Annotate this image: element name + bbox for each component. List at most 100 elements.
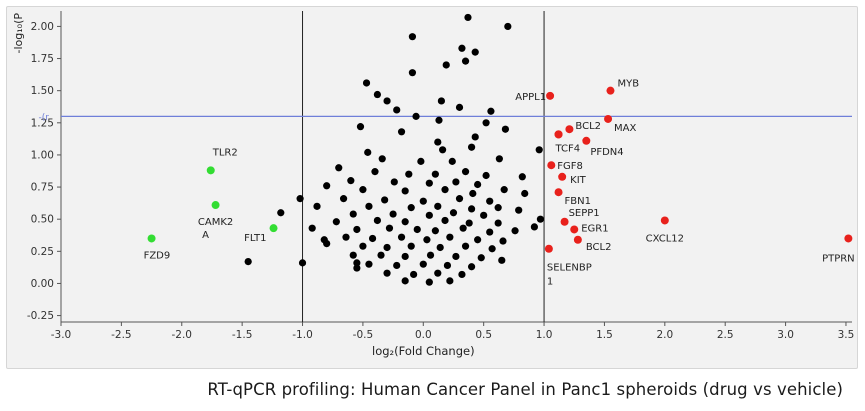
neutral-point bbox=[342, 233, 350, 241]
up-point bbox=[558, 172, 567, 181]
neutral-point bbox=[383, 243, 391, 252]
p-threshold-label: -(r bbox=[39, 113, 50, 123]
x-tick-label: 0.0 bbox=[415, 329, 432, 341]
neutral-point bbox=[536, 215, 545, 223]
neutral-point bbox=[499, 237, 507, 245]
y-tick-label: 1.75 bbox=[31, 53, 54, 65]
gene-label: EGR1 bbox=[581, 223, 608, 234]
gene-label: CXCL12 bbox=[646, 233, 684, 244]
gene-label-continuation: A bbox=[202, 230, 209, 241]
threshold-layer: -(r bbox=[39, 11, 852, 322]
gene-label: SELENBP bbox=[547, 263, 592, 274]
gene-label: FBN1 bbox=[565, 196, 591, 207]
neutral-point bbox=[405, 170, 413, 178]
gene-label: KIT bbox=[570, 175, 587, 186]
neutral-point bbox=[446, 277, 454, 285]
up-point bbox=[565, 125, 574, 134]
neutral-point bbox=[482, 119, 490, 127]
neutral-point bbox=[425, 278, 433, 286]
up-point bbox=[844, 234, 853, 243]
neutral-point bbox=[439, 146, 447, 154]
neutral-point bbox=[419, 197, 427, 205]
labels-layer: APPL1 MYB MAX BCL2 TCF4 PFDN4 FGF8 KIT FBN1SEPP1… bbox=[144, 79, 855, 288]
x-tick-label: 3.5 bbox=[838, 329, 855, 341]
up-point bbox=[547, 161, 556, 170]
neutral-point bbox=[458, 44, 466, 52]
neutral-point bbox=[436, 243, 444, 252]
neutral-point bbox=[401, 187, 409, 195]
up-point bbox=[554, 130, 563, 139]
neutral-point bbox=[434, 138, 442, 146]
x-tick-label: 0.5 bbox=[475, 329, 492, 341]
neutral-point bbox=[359, 186, 367, 194]
up-point bbox=[544, 244, 553, 253]
neutral-point bbox=[487, 107, 495, 115]
neutral-point bbox=[408, 69, 417, 77]
up-point bbox=[570, 225, 579, 234]
neutral-point bbox=[401, 218, 409, 226]
volcano-plot: -3.0 -2.5 -2.0 -1.5 -1.0 -0.5 0.0 0.5 1.0 1.5 2.0 2… bbox=[12, 11, 855, 358]
up-point bbox=[606, 86, 615, 95]
gene-label: CAMK2 bbox=[198, 217, 233, 228]
neutral-point bbox=[347, 177, 355, 185]
up-point bbox=[660, 216, 669, 225]
neutral-point bbox=[349, 251, 357, 259]
neutral-point bbox=[425, 211, 433, 219]
y-tick-label: 0.75 bbox=[31, 182, 54, 194]
neutral-point bbox=[535, 146, 543, 154]
neutral-point bbox=[296, 195, 304, 203]
neutral-point bbox=[434, 269, 442, 277]
neutral-point bbox=[413, 225, 421, 234]
neutral-point bbox=[488, 245, 496, 253]
gene-label: FLT1 bbox=[244, 233, 266, 244]
neutral-point bbox=[486, 228, 494, 236]
up-point bbox=[582, 136, 591, 145]
neutral-point bbox=[530, 223, 538, 231]
neutral-point bbox=[494, 219, 502, 227]
neutral-point bbox=[378, 155, 386, 163]
neutral-point bbox=[335, 164, 343, 172]
neutral-point bbox=[494, 204, 502, 212]
neutral-point bbox=[320, 236, 328, 244]
neutral-point bbox=[498, 256, 506, 264]
neutral-point bbox=[417, 157, 425, 165]
x-tick-label: -0.5 bbox=[353, 329, 374, 341]
axes-layer: -3.0 -2.5 -2.0 -1.5 -1.0 -0.5 0.0 0.5 1.0 1.5 2.0 2… bbox=[12, 11, 854, 358]
neutral-point bbox=[365, 202, 373, 210]
plot-frame bbox=[6, 6, 858, 369]
neutral-point bbox=[431, 227, 439, 235]
neutral-point bbox=[401, 277, 409, 285]
neutral-point bbox=[474, 236, 482, 244]
y-axis-title: -log₁₀(P bbox=[12, 13, 25, 54]
figure-caption: RT-qPCR profiling: Human Cancer Panel in… bbox=[207, 380, 843, 399]
neutral-point bbox=[332, 218, 340, 226]
points-layer bbox=[147, 13, 853, 286]
neutral-point bbox=[467, 263, 476, 271]
neutral-point bbox=[308, 224, 316, 232]
neutral-point bbox=[500, 186, 508, 194]
neutral-point bbox=[434, 202, 442, 210]
neutral-point bbox=[452, 178, 460, 186]
neutral-point bbox=[455, 195, 464, 203]
neutral-point bbox=[373, 216, 381, 225]
down-point bbox=[269, 224, 278, 233]
gene-label: PFDN4 bbox=[590, 147, 623, 158]
x-tick-label: -1.5 bbox=[232, 329, 253, 341]
x-tick-label: -2.0 bbox=[172, 329, 193, 341]
neutral-point bbox=[495, 155, 503, 163]
neutral-point bbox=[482, 171, 490, 180]
down-point bbox=[211, 201, 220, 210]
up-point bbox=[546, 91, 555, 100]
gene-label-continuation: 1 bbox=[547, 277, 553, 288]
neutral-point bbox=[390, 178, 398, 186]
neutral-point bbox=[407, 242, 415, 250]
neutral-point bbox=[480, 211, 488, 219]
neutral-point bbox=[365, 260, 373, 268]
neutral-point bbox=[397, 128, 406, 136]
neutral-point bbox=[368, 234, 377, 243]
y-tick-label: 1.50 bbox=[31, 85, 54, 97]
neutral-point bbox=[471, 133, 479, 141]
x-tick-label: 1.0 bbox=[536, 329, 553, 341]
neutral-point bbox=[371, 168, 379, 176]
